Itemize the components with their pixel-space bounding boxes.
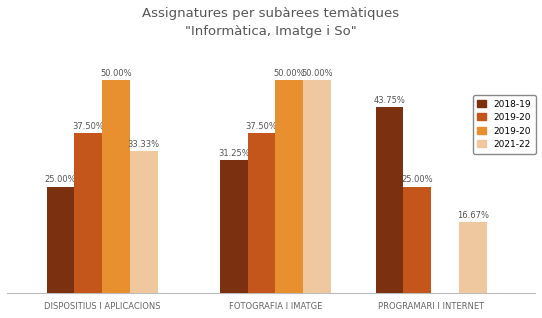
Bar [248, 133, 275, 293]
Text: 25.00%: 25.00% [402, 176, 433, 184]
Bar [403, 187, 431, 293]
Text: 31.25%: 31.25% [218, 149, 250, 158]
Bar [220, 160, 248, 293]
Bar [376, 107, 403, 293]
Bar [275, 80, 303, 293]
Bar [74, 133, 102, 293]
Text: 33.33%: 33.33% [128, 140, 160, 149]
Bar [102, 80, 130, 293]
Text: 16.67%: 16.67% [457, 211, 489, 220]
Text: 43.75%: 43.75% [373, 96, 405, 105]
Bar [459, 222, 487, 293]
Bar [130, 151, 158, 293]
Bar [303, 80, 331, 293]
Title: Assignatures per subàrees temàtiques
"Informàtica, Imatge i So": Assignatures per subàrees temàtiques "In… [143, 7, 399, 38]
Text: 50.00%: 50.00% [301, 69, 333, 78]
Text: 25.00%: 25.00% [45, 176, 76, 184]
Bar [47, 187, 74, 293]
Text: 50.00%: 50.00% [273, 69, 305, 78]
Text: 50.00%: 50.00% [100, 69, 132, 78]
Text: 37.50%: 37.50% [246, 122, 278, 131]
Text: 37.50%: 37.50% [73, 122, 104, 131]
Legend: 2018-19, 2019-20, 2019-20, 2021-22: 2018-19, 2019-20, 2019-20, 2021-22 [473, 95, 536, 154]
